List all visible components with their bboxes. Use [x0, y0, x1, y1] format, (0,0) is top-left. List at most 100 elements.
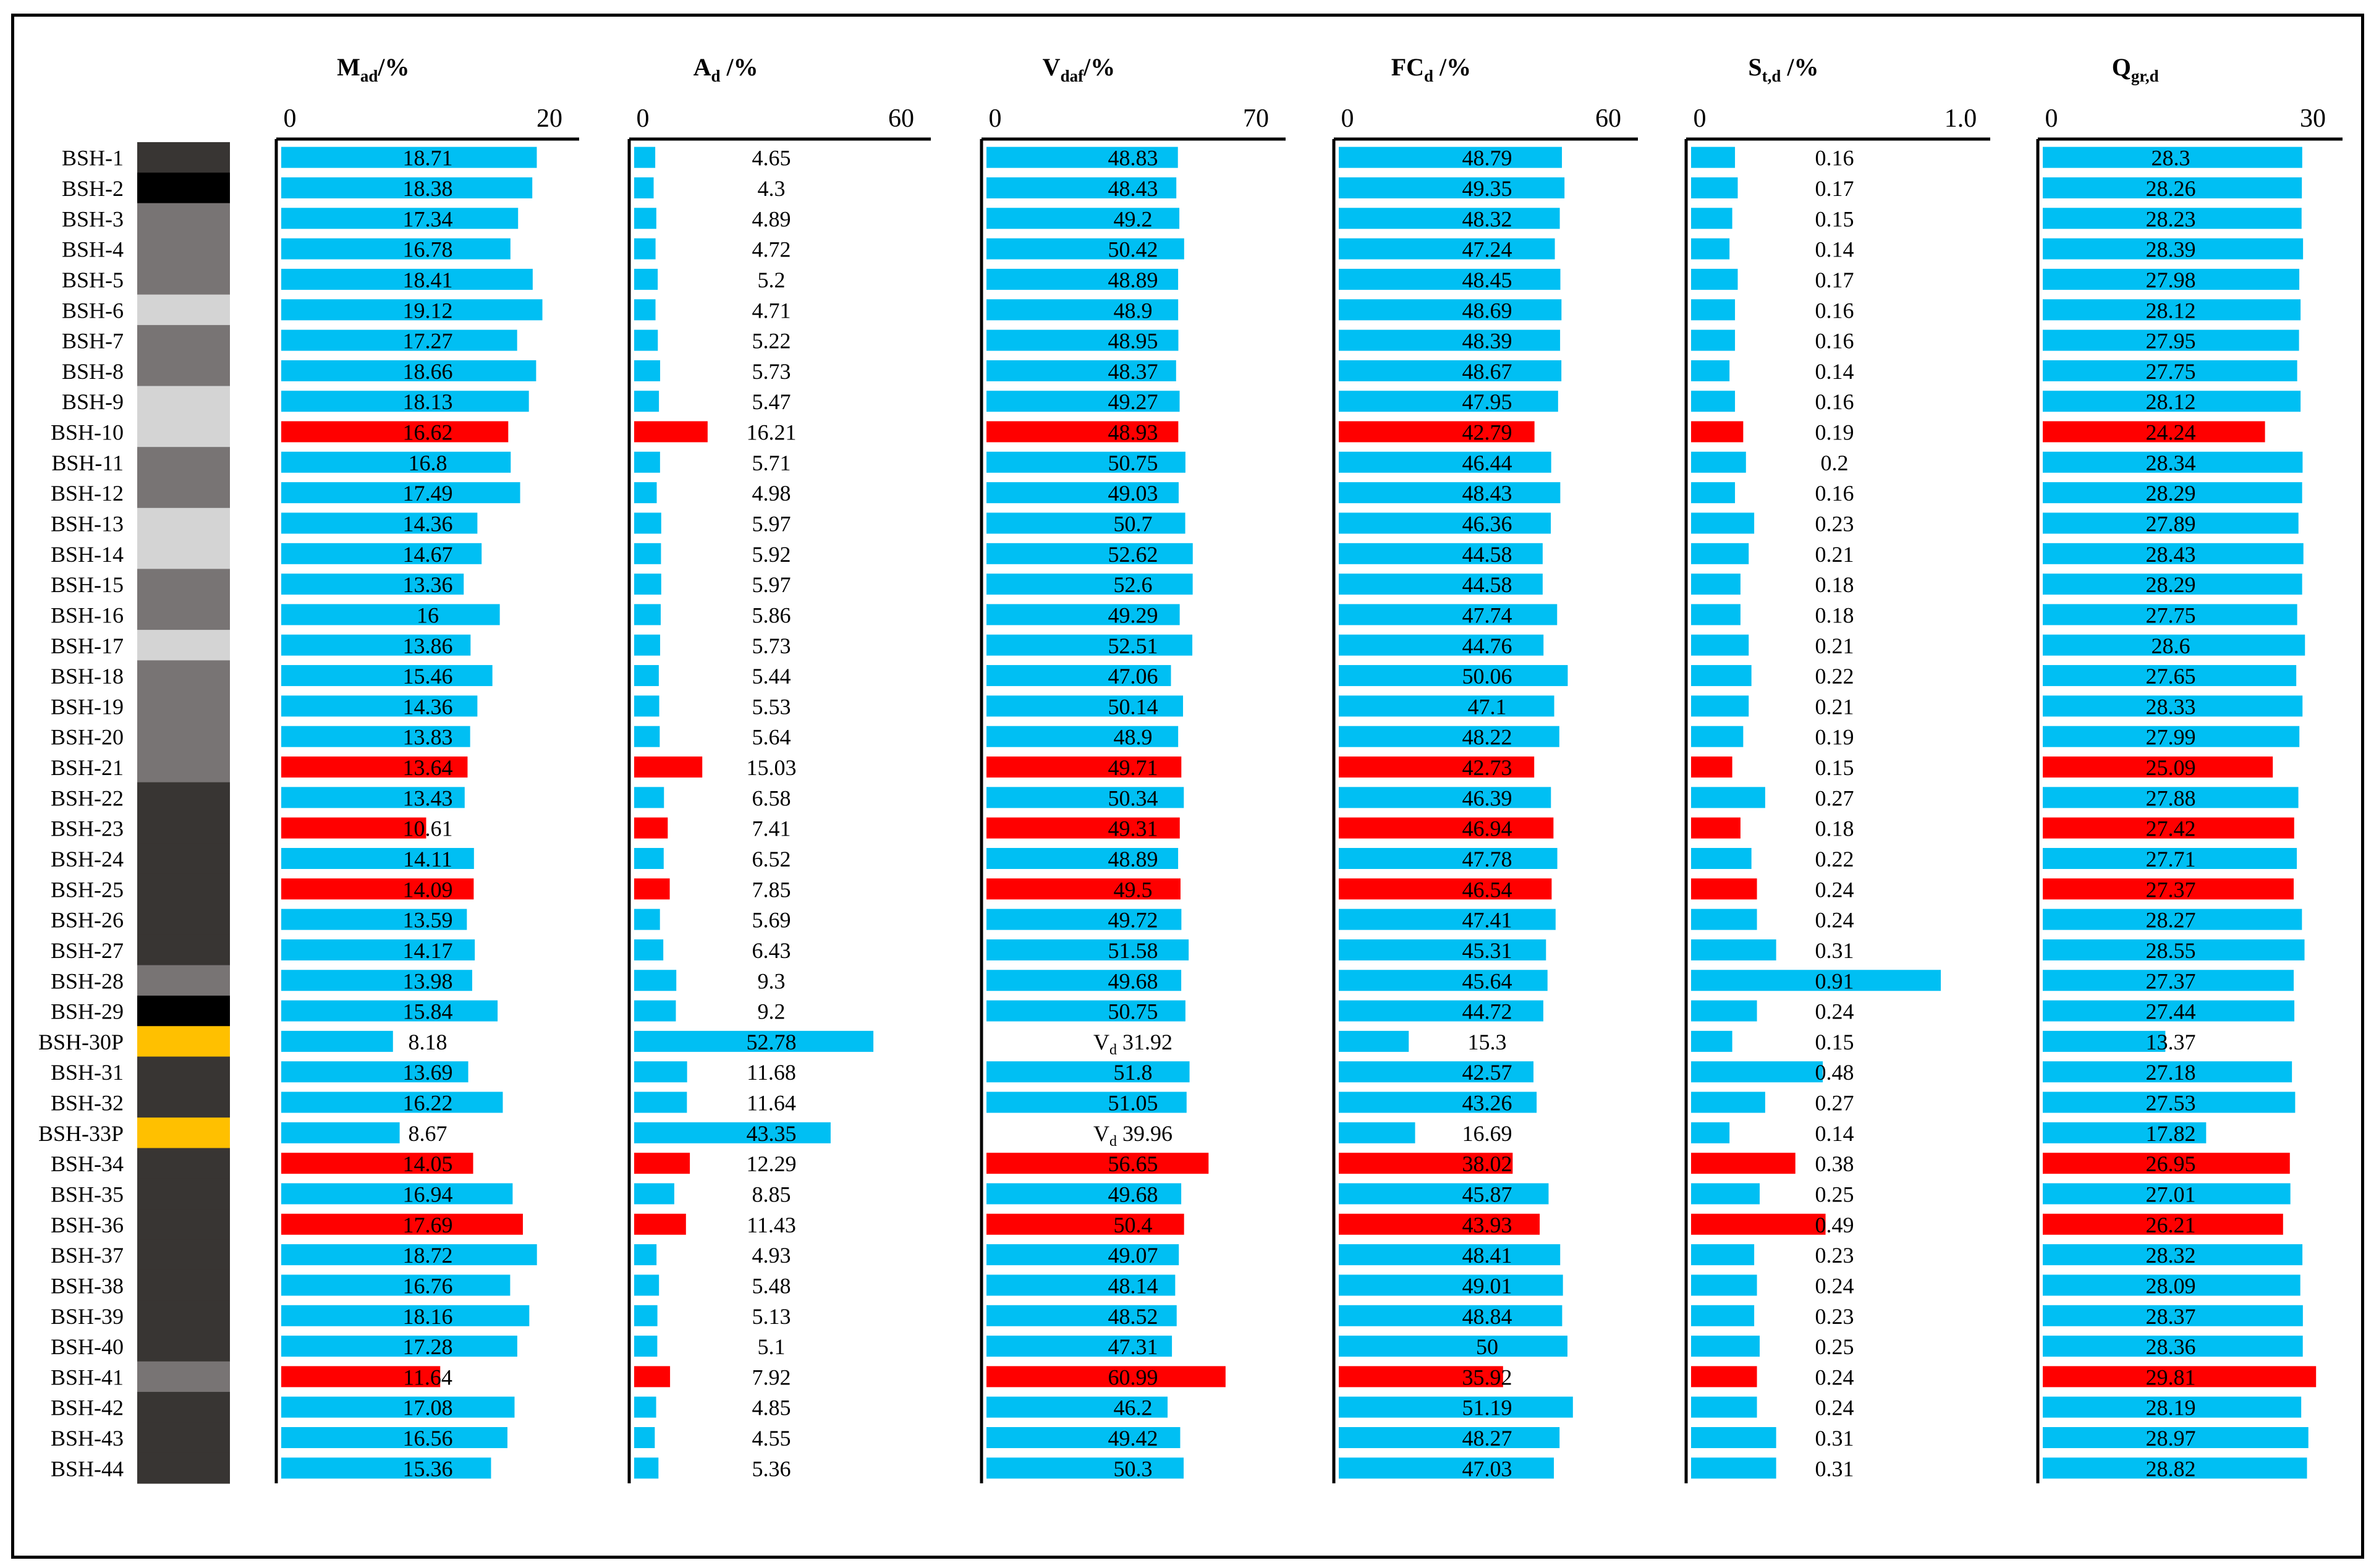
bar-fc-d-bsh-14 — [1339, 543, 1543, 564]
value-label-s-t-d-bsh-5: 0.17 — [1815, 268, 1854, 292]
value-label-q-gr-d-bsh-4: 28.39 — [2146, 237, 2196, 262]
value-label-a-d-bsh-42: 4.85 — [752, 1396, 791, 1420]
bar-s-t-d-bsh-41 — [1691, 1366, 1757, 1388]
value-label-q-gr-d-bsh-28: 27.37 — [2146, 968, 2196, 993]
sample-label-bsh-22: BSH-22 — [51, 786, 124, 810]
bar-s-t-d-bsh-30p — [1691, 1030, 1732, 1052]
value-label-q-gr-d-bsh-14: 28.43 — [2146, 542, 2196, 567]
sample-label-bsh-11: BSH-11 — [51, 451, 124, 475]
bar-a-d-bsh-9 — [634, 391, 659, 412]
bar-v-daf-bsh-1 — [986, 146, 1178, 168]
bar-q-gr-d-bsh-1 — [2043, 146, 2302, 168]
value-label-m-ad-bsh-3: 17.34 — [403, 206, 453, 231]
bar-v-daf-bsh-39 — [986, 1305, 1177, 1326]
bar-m-ad-bsh-25 — [281, 878, 474, 900]
value-label-a-d-bsh-41: 7.92 — [752, 1365, 791, 1389]
bar-m-ad-bsh-1 — [281, 146, 537, 168]
value-label-fc-d-bsh-17: 44.76 — [1462, 634, 1512, 658]
sample-label-bsh-20: BSH-20 — [51, 725, 124, 750]
lithology-cell-bsh-20 — [137, 721, 230, 752]
value-label-a-d-bsh-23: 7.41 — [752, 816, 791, 841]
value-label-v-daf-bsh-6: 48.9 — [1114, 298, 1153, 323]
bar-m-ad-bsh-20 — [281, 726, 470, 747]
value-label-s-t-d-bsh-38: 0.24 — [1815, 1273, 1854, 1298]
bar-q-gr-d-bsh-41 — [2043, 1366, 2317, 1388]
sample-label-bsh-24: BSH-24 — [51, 847, 124, 871]
value-label-fc-d-bsh-3: 48.32 — [1462, 206, 1512, 231]
value-label-q-gr-d-bsh-39: 28.37 — [2146, 1304, 2196, 1329]
bar-q-gr-d-bsh-29 — [2043, 1000, 2295, 1022]
bar-q-gr-d-bsh-27 — [2043, 939, 2305, 960]
value-label-v-daf-bsh-7: 48.95 — [1108, 329, 1158, 354]
value-label-s-t-d-bsh-20: 0.19 — [1815, 725, 1854, 750]
bar-q-gr-d-bsh-16 — [2043, 604, 2297, 625]
sample-label-bsh-2: BSH-2 — [62, 176, 124, 201]
lithology-cell-bsh-31 — [137, 1056, 230, 1088]
lithology-cell-bsh-29 — [137, 995, 230, 1027]
bar-q-gr-d-bsh-36 — [2043, 1213, 2283, 1235]
value-label-s-t-d-bsh-10: 0.19 — [1815, 420, 1854, 445]
bar-v-daf-bsh-8 — [986, 360, 1176, 381]
value-label-fc-d-bsh-7: 48.39 — [1462, 329, 1512, 354]
value-label-m-ad-bsh-30p: 8.18 — [409, 1030, 447, 1054]
bar-a-d-bsh-40 — [634, 1336, 658, 1357]
value-label-fc-d-bsh-5: 48.45 — [1462, 268, 1512, 292]
bar-fc-d-bsh-13 — [1339, 512, 1551, 534]
bar-a-d-bsh-15 — [634, 574, 661, 595]
value-label-m-ad-bsh-27: 14.17 — [403, 938, 453, 963]
bar-s-t-d-bsh-43 — [1691, 1427, 1776, 1449]
value-label-s-t-d-bsh-43: 0.31 — [1815, 1426, 1854, 1451]
value-label-s-t-d-bsh-44: 0.31 — [1815, 1456, 1854, 1481]
value-label-q-gr-d-bsh-37: 28.32 — [2146, 1243, 2196, 1268]
sample-label-bsh-7: BSH-7 — [62, 329, 124, 354]
bar-s-t-d-bsh-16 — [1691, 604, 1741, 625]
value-label-m-ad-bsh-9: 18.13 — [403, 389, 453, 414]
value-label-q-gr-d-bsh-12: 28.29 — [2146, 481, 2196, 506]
sample-label-bsh-15: BSH-15 — [51, 572, 124, 597]
bar-fc-d-bsh-25 — [1339, 878, 1552, 900]
bar-m-ad-bsh-4 — [281, 238, 511, 260]
value-label-fc-d-bsh-38: 49.01 — [1462, 1273, 1512, 1298]
value-label-a-d-bsh-28: 9.3 — [758, 968, 786, 993]
value-label-m-ad-bsh-37: 18.72 — [403, 1243, 453, 1268]
value-label-m-ad-bsh-38: 16.76 — [403, 1273, 453, 1298]
lithology-cell-bsh-36 — [137, 1209, 230, 1240]
sample-label-bsh-4: BSH-4 — [62, 237, 124, 262]
bar-s-t-d-bsh-23 — [1691, 817, 1741, 839]
lithology-cell-bsh-9 — [137, 386, 230, 417]
bar-a-d-bsh-14 — [634, 543, 661, 564]
value-label-v-daf-bsh-27: 51.58 — [1108, 938, 1158, 963]
value-label-fc-d-bsh-24: 47.78 — [1462, 847, 1512, 871]
bar-v-daf-bsh-37 — [986, 1244, 1179, 1266]
sample-label-bsh-25: BSH-25 — [51, 877, 124, 902]
bar-m-ad-bsh-12 — [281, 482, 520, 504]
sample-label-bsh-6: BSH-6 — [62, 298, 124, 323]
value-label-a-d-bsh-32: 11.64 — [747, 1091, 796, 1116]
value-label-v-daf-bsh-31: 51.8 — [1114, 1060, 1153, 1085]
value-label-v-daf-bsh-33p: Vd 39.96 — [1093, 1121, 1173, 1150]
bar-m-ad-bsh-15 — [281, 574, 464, 595]
bar-s-t-d-bsh-12 — [1691, 482, 1736, 504]
value-label-m-ad-bsh-35: 16.94 — [403, 1182, 453, 1206]
bar-s-t-d-bsh-19 — [1691, 695, 1749, 717]
bar-a-d-bsh-28 — [634, 970, 677, 991]
value-label-v-daf-bsh-25: 49.5 — [1114, 877, 1153, 902]
value-label-fc-d-bsh-8: 48.67 — [1462, 359, 1512, 384]
bar-q-gr-d-bsh-24 — [2043, 847, 2297, 869]
value-label-v-daf-bsh-36: 50.4 — [1114, 1213, 1153, 1237]
sample-label-bsh-30p: BSH-30P — [38, 1030, 124, 1054]
lithology-cell-bsh-22 — [137, 782, 230, 813]
bar-m-ad-bsh-3 — [281, 208, 519, 229]
sample-label-bsh-28: BSH-28 — [51, 968, 124, 993]
value-label-q-gr-d-bsh-19: 28.33 — [2146, 694, 2196, 719]
bar-fc-d-bsh-41 — [1339, 1366, 1503, 1388]
bar-v-daf-bsh-13 — [986, 512, 1185, 534]
bar-s-t-d-bsh-21 — [1691, 756, 1732, 778]
bar-a-d-bsh-22 — [634, 787, 664, 808]
value-label-m-ad-bsh-18: 15.46 — [403, 664, 453, 689]
bar-m-ad-bsh-18 — [281, 665, 493, 687]
value-label-q-gr-d-bsh-36: 26.21 — [2146, 1213, 2196, 1237]
value-label-a-d-bsh-36: 11.43 — [747, 1213, 796, 1237]
value-label-fc-d-bsh-41: 35.92 — [1462, 1365, 1512, 1389]
bar-s-t-d-bsh-37 — [1691, 1244, 1755, 1266]
